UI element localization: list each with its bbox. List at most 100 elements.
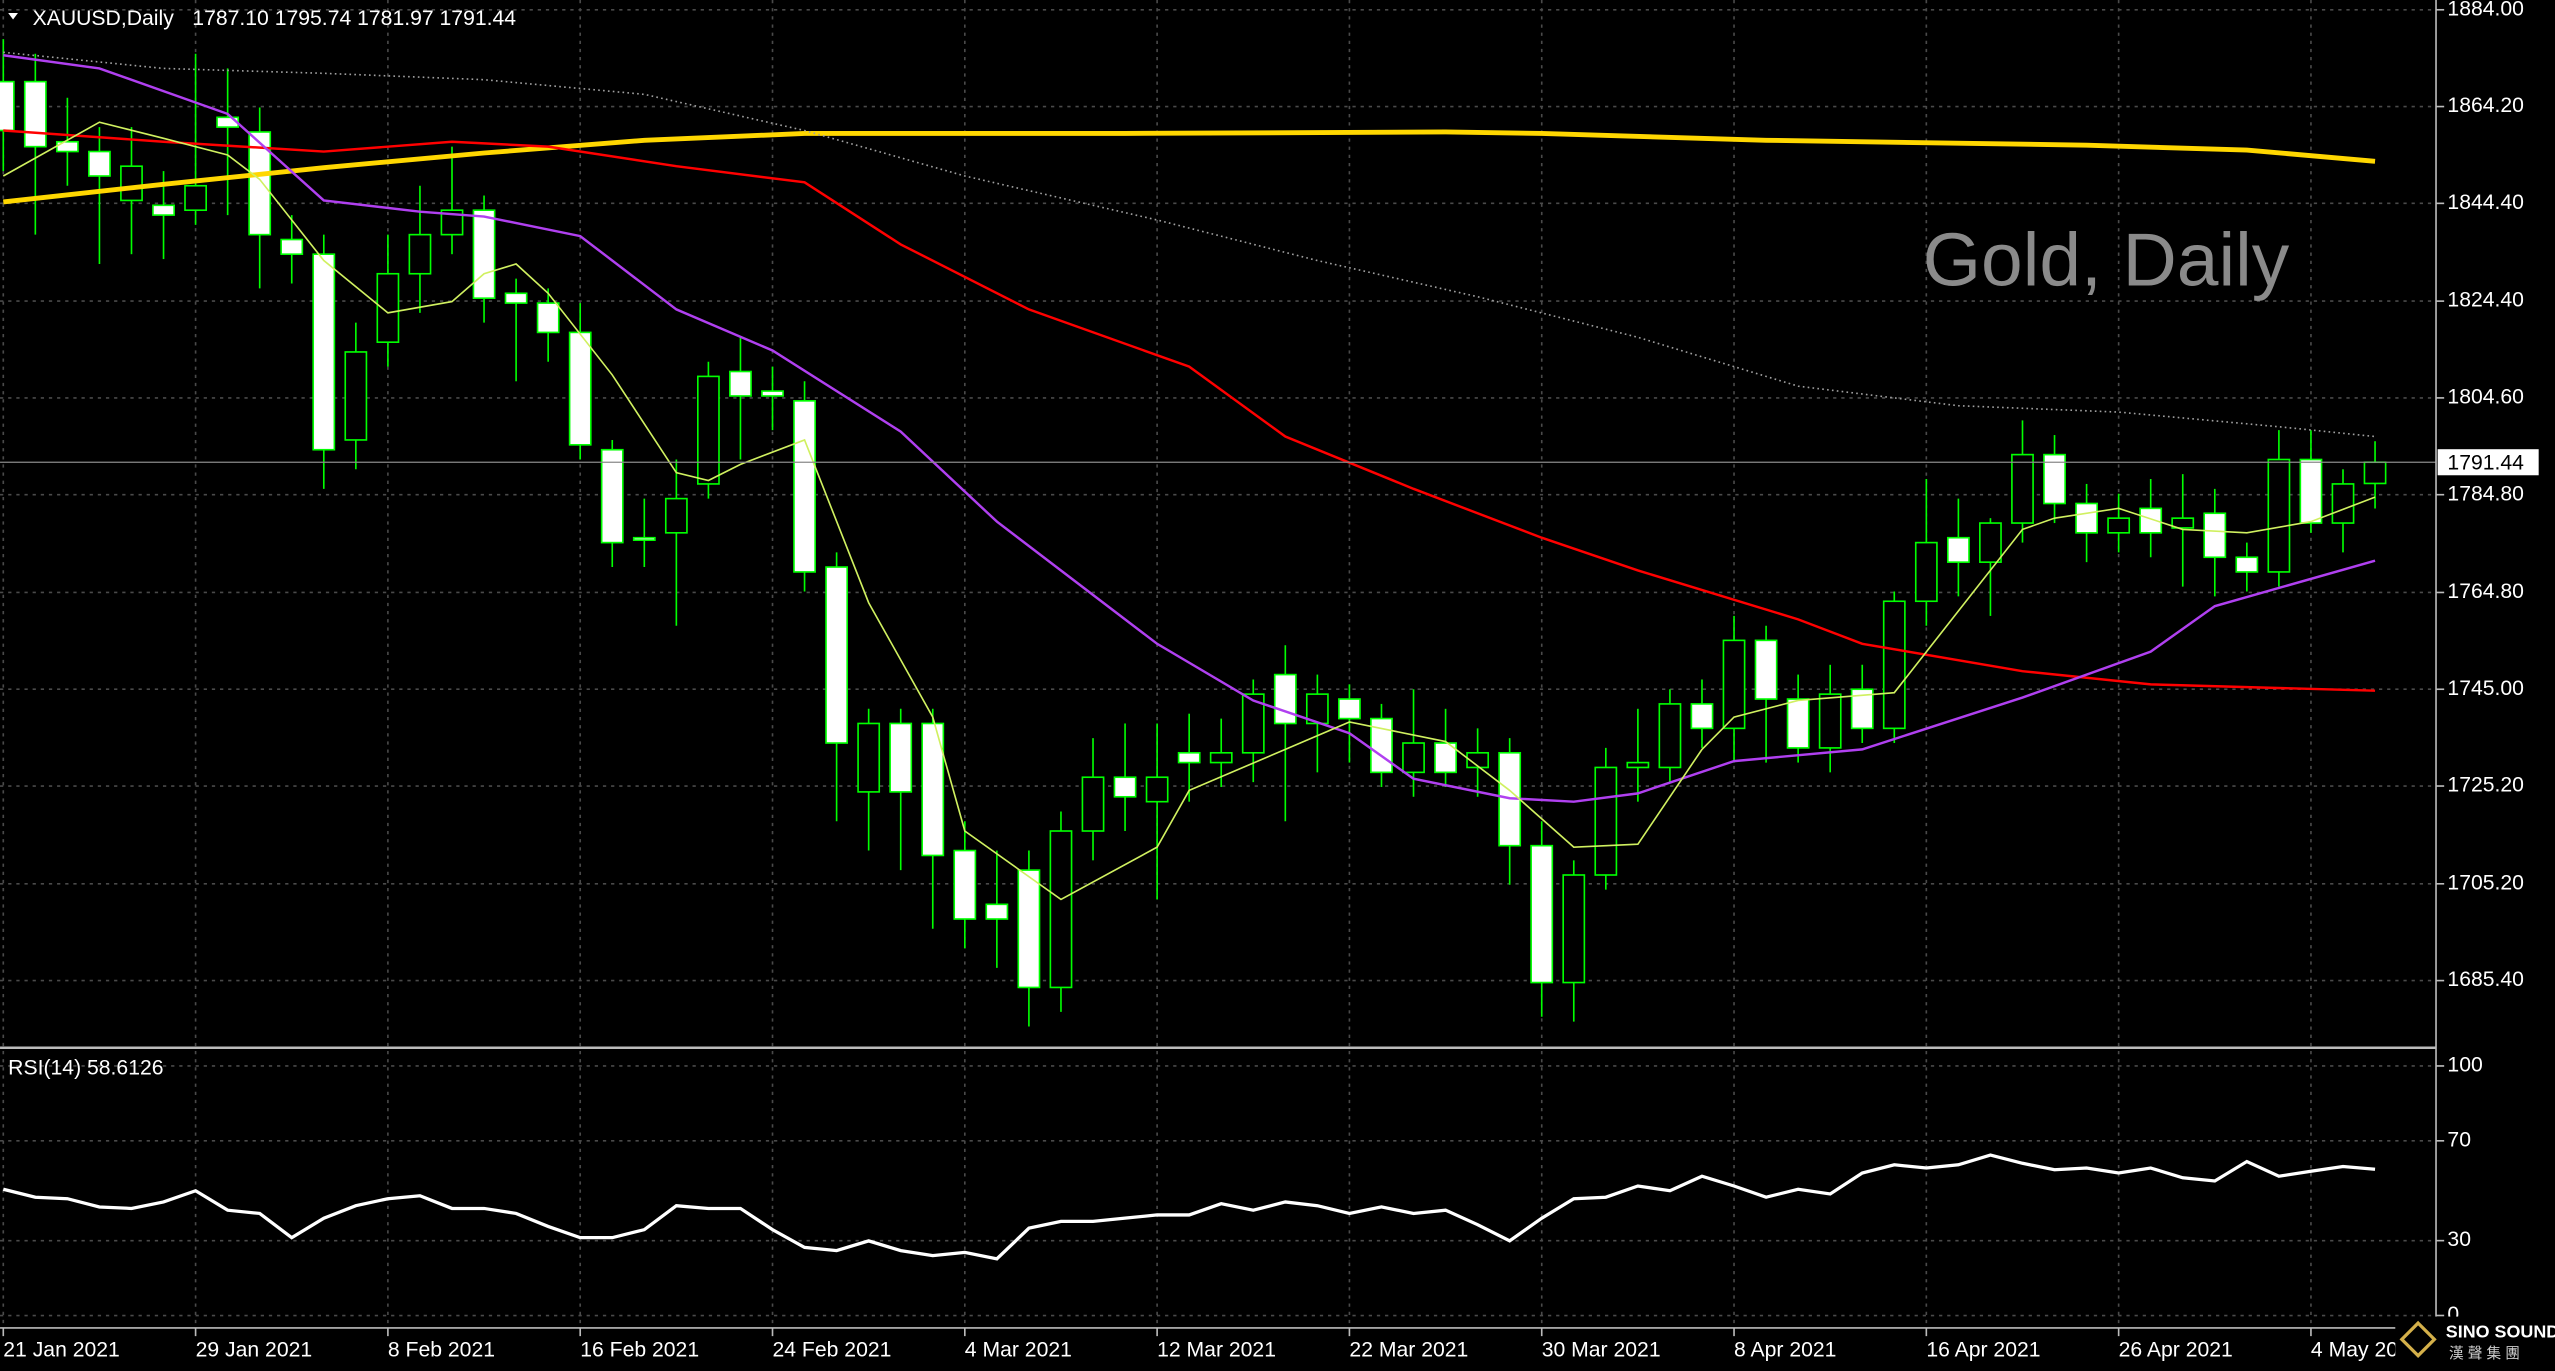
candle-body — [1882, 600, 1906, 730]
candle-body — [1434, 742, 1457, 774]
candle-body — [1113, 776, 1137, 798]
candle-body — [1273, 673, 1297, 725]
moving-average — [2, 121, 2376, 901]
candle-body — [472, 209, 496, 299]
x-tick-label: 21 Jan 2021 — [3, 1338, 120, 1361]
x-tick-label: 29 Jan 2021 — [196, 1338, 313, 1361]
y-tick-label: 1844.40 — [2447, 191, 2524, 214]
y-tick-label: 30 — [2447, 1228, 2471, 1251]
candle-body — [2331, 483, 2355, 524]
candle-body — [1658, 703, 1682, 769]
candle-body — [1850, 688, 1874, 730]
y-tick-label: 1884.00 — [2447, 0, 2524, 20]
candle-body — [184, 184, 207, 212]
candle-body — [857, 722, 881, 793]
candle-body — [312, 253, 336, 451]
marks — [0, 39, 2437, 1261]
candle-body — [1338, 698, 1361, 720]
candle-body — [504, 292, 528, 304]
candle-body — [1209, 751, 1233, 764]
moving-average — [3, 54, 2376, 803]
candle-body — [1049, 830, 1073, 989]
x-tick-label: 8 Apr 2021 — [1734, 1338, 1836, 1361]
candle-body — [761, 390, 784, 397]
candle-body — [1754, 639, 1778, 700]
candle-body — [1594, 766, 1618, 876]
symbol-title: XAUUSD,Daily — [33, 7, 175, 30]
candle-body — [55, 140, 79, 153]
rsi-title: RSI(14) 58.6126 — [8, 1056, 163, 1079]
candle-body — [1914, 541, 1938, 603]
y-tick-label: 1685.40 — [2447, 968, 2524, 991]
candle-body — [536, 302, 560, 334]
candle-body — [2267, 458, 2291, 573]
logo-name: SINO SOUND — [2446, 1322, 2555, 1342]
moving-average — [3, 51, 2376, 438]
candle-body — [88, 150, 111, 177]
candle-body — [1241, 693, 1265, 754]
logo-icon — [2399, 1320, 2437, 1358]
y-tick-label: 1804.60 — [2447, 385, 2524, 408]
candle-body — [889, 722, 913, 793]
ohlc-text: 1787.10 1795.74 1781.97 1791.44 — [192, 7, 516, 30]
candle-body — [921, 722, 945, 857]
candle-body — [376, 272, 400, 343]
candle-body — [1145, 776, 1169, 803]
candle-body — [2075, 502, 2098, 534]
candle-body — [1562, 874, 1586, 984]
candle-body — [23, 80, 47, 148]
candle-body — [408, 233, 432, 275]
candle-body — [280, 238, 304, 256]
candle-body — [1946, 536, 1970, 563]
y-tick-label: 0 — [2447, 1303, 2459, 1326]
candle-body — [1530, 844, 1554, 984]
candle-body — [1818, 693, 1842, 749]
y-tick-label: 100 — [2447, 1054, 2482, 1077]
candle-body — [568, 331, 592, 446]
candle-body — [2043, 453, 2066, 505]
candle-body — [0, 80, 15, 132]
x-tick-label: 4 Mar 2021 — [965, 1338, 1072, 1361]
x-tick-label: 4 May 2021 — [2311, 1338, 2422, 1361]
watermark: Gold, Daily — [1923, 217, 2290, 301]
y-tick-label: 70 — [2447, 1128, 2471, 1151]
candle-body — [1979, 522, 2002, 563]
y-tick-label: 1764.80 — [2447, 580, 2524, 603]
candle-body — [1690, 703, 1714, 730]
candle-body — [697, 375, 720, 485]
menu-triangle[interactable] — [8, 13, 18, 20]
candle-body — [793, 400, 816, 573]
candle-body — [1466, 751, 1490, 769]
x-tick-label: 12 Mar 2021 — [1157, 1338, 1276, 1361]
candle-body — [953, 849, 977, 920]
rsi-line — [2, 1153, 2376, 1261]
candle-body — [1017, 869, 1041, 989]
x-tick-label: 16 Apr 2021 — [1926, 1338, 2040, 1361]
candle-body — [825, 566, 849, 744]
candle-body — [985, 903, 1009, 920]
x-tick-label: 22 Mar 2021 — [1349, 1338, 1468, 1361]
candle-body — [1786, 698, 1810, 749]
y-tick-label: 1864.20 — [2447, 94, 2524, 117]
candle-body — [152, 204, 175, 216]
x-tick-label: 8 Feb 2021 — [388, 1338, 495, 1361]
y-tick-label: 1784.80 — [2447, 482, 2524, 505]
candle-body — [248, 131, 272, 236]
candle-body — [1081, 776, 1105, 832]
logo-subtitle: 漢 聲 集 團 — [2449, 1345, 2520, 1362]
grid — [0, 0, 2437, 1328]
candle-body — [1402, 742, 1425, 774]
candle-body — [2107, 517, 2131, 534]
candle-body — [120, 165, 143, 202]
candle-body — [600, 448, 624, 544]
x-tick-label: 16 Feb 2021 — [580, 1338, 699, 1361]
x-tick-label: 24 Feb 2021 — [773, 1338, 892, 1361]
candle-body — [2139, 507, 2163, 534]
last-price-box — [2437, 449, 2539, 476]
candle-body — [440, 209, 464, 236]
moving-average — [3, 129, 2376, 205]
candle-body — [2235, 556, 2259, 573]
y-tick-label: 1745.00 — [2447, 677, 2524, 700]
